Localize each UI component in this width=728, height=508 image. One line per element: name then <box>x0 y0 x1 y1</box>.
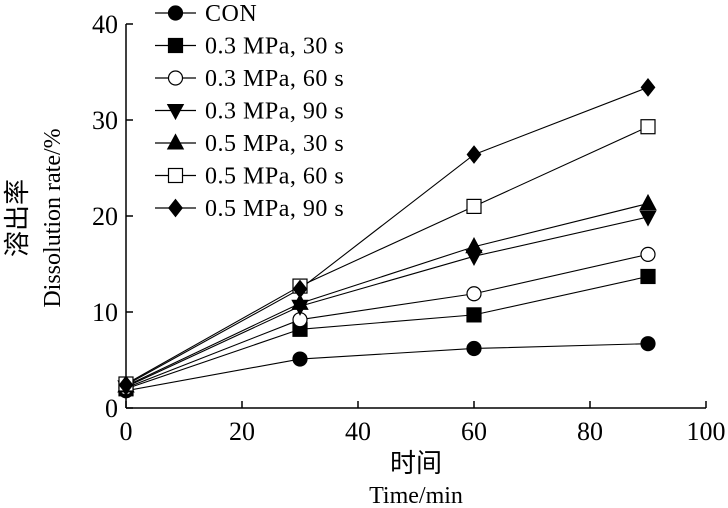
legend-label: 0.5 MPa, 30 s <box>205 131 344 157</box>
series <box>125 202 649 387</box>
series-line <box>125 216 649 388</box>
series <box>125 216 649 388</box>
legend-label: CON <box>205 1 257 27</box>
legend-label: 0.3 MPa, 30 s <box>205 34 344 60</box>
data-point <box>466 340 482 357</box>
data-point <box>292 351 308 367</box>
legend-label: 0.5 MPa, 90 s <box>205 196 344 222</box>
x-tick-label: 20 <box>229 417 255 446</box>
data-point <box>118 375 134 395</box>
data-point <box>640 246 656 262</box>
x-tick-label: 60 <box>461 417 487 446</box>
data-point <box>466 145 482 164</box>
x-tick-label: 0 <box>120 417 133 446</box>
legend-item: 0.5 MPa, 90 s <box>155 196 344 222</box>
axes: 0 10 20 30 40 0 20 40 60 80 100 <box>92 10 726 446</box>
y-tick-label: 0 <box>105 394 118 423</box>
y-tick-label: 10 <box>92 298 118 327</box>
series-line <box>125 86 649 386</box>
series-line <box>125 126 649 385</box>
data-point <box>640 77 656 97</box>
legend-marker <box>167 70 184 86</box>
legend-item: 0.3 MPa, 30 s <box>155 34 344 60</box>
y-tick-label: 40 <box>92 10 118 39</box>
series-markers <box>118 246 656 396</box>
x-axis-title: Time/min <box>369 483 463 508</box>
x-tick-label: 100 <box>687 417 726 446</box>
legend-item: CON <box>155 1 257 27</box>
y-tick-label: 20 <box>92 202 118 231</box>
data-point <box>291 293 309 310</box>
data-point <box>465 237 483 254</box>
legend-marker <box>167 167 184 184</box>
legend-label: 0.3 MPa, 60 s <box>205 66 344 92</box>
data-point <box>466 286 482 302</box>
data-point <box>292 279 308 299</box>
data-point <box>640 119 656 135</box>
legend-marker <box>166 103 185 121</box>
series-markers <box>117 193 657 393</box>
legend-marker <box>167 37 184 54</box>
series-markers <box>117 210 657 397</box>
data-point <box>466 307 482 323</box>
series-line <box>125 202 649 387</box>
data-point <box>639 193 657 211</box>
legend-item: 0.3 MPa, 90 s <box>155 99 344 125</box>
legend-label: 0.3 MPa, 90 s <box>205 99 344 125</box>
x-tick-label: 80 <box>577 417 603 446</box>
legend: CON 0.3 MPa, 30 s 0.3 MPa, 60 s 0.3 MPa, 90… <box>155 1 344 222</box>
data-point <box>640 268 656 285</box>
series <box>125 275 649 390</box>
series <box>125 253 649 389</box>
legend-label: 0.5 MPa, 60 s <box>205 164 344 190</box>
legend-item: 0.5 MPa, 60 s <box>155 164 344 190</box>
legend-marker <box>167 5 184 21</box>
legend-item: 0.5 MPa, 30 s <box>155 131 344 157</box>
series-line <box>125 253 649 389</box>
series <box>125 343 649 392</box>
legend-marker <box>166 133 185 150</box>
legend-item: 0.3 MPa, 60 s <box>155 66 344 92</box>
y-axis-title-cn: 溶出率 <box>3 179 32 257</box>
series <box>125 86 649 386</box>
series-markers <box>118 77 656 395</box>
x-tick-label: 40 <box>345 417 371 446</box>
legend-marker <box>168 198 183 218</box>
y-tick-label: 30 <box>92 106 118 135</box>
series-line <box>125 343 649 392</box>
series-layer <box>117 77 657 399</box>
series <box>125 126 649 385</box>
x-axis-title-cn: 时间 <box>390 449 442 478</box>
y-axis-title: Dissolution rate/% <box>40 128 66 307</box>
data-point <box>639 210 657 227</box>
series-line <box>125 275 649 390</box>
data-point <box>466 198 482 214</box>
data-point <box>640 336 656 352</box>
